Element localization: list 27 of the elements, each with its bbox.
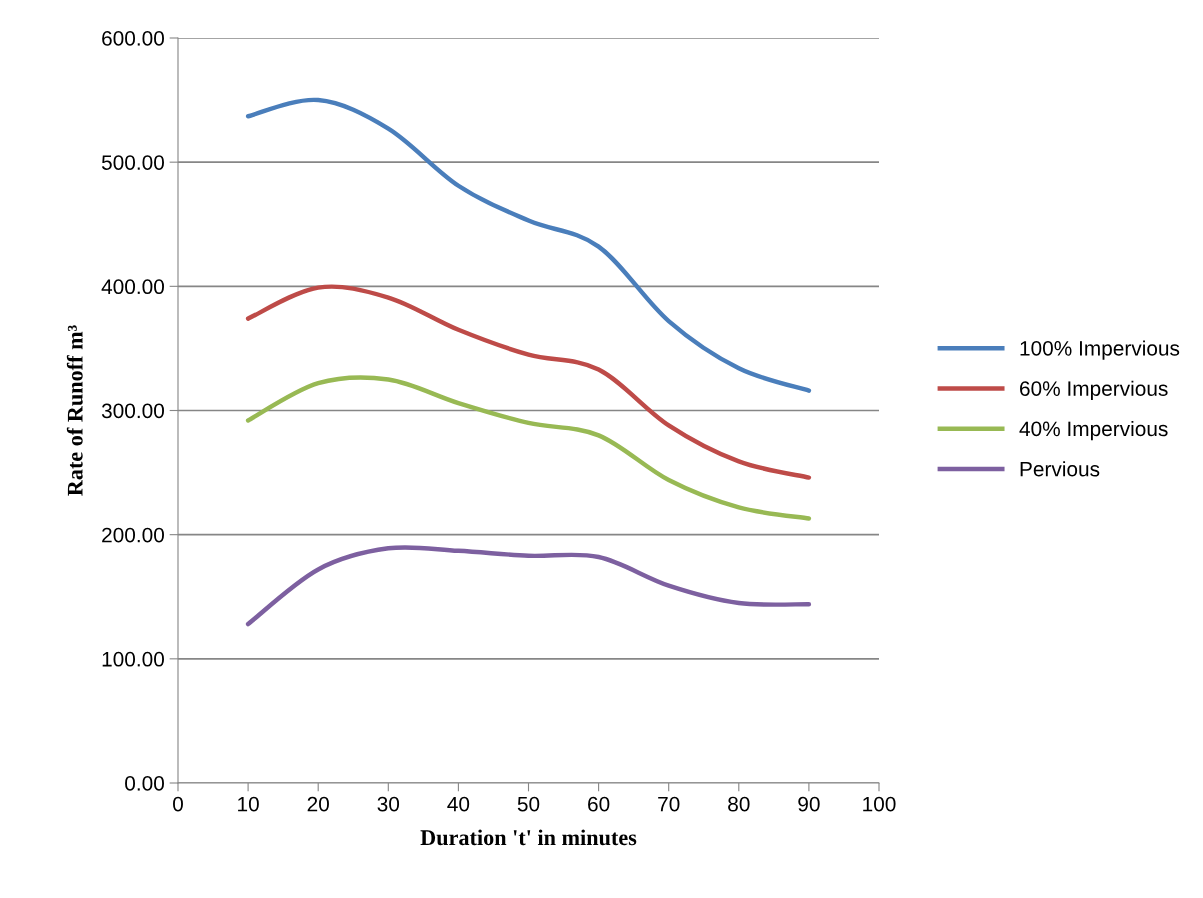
y-tick-label: 200.00	[102, 527, 164, 543]
y-tick-label: 600.00	[102, 31, 164, 46]
y-tick-label: 300.00	[101, 403, 164, 419]
x-axis-title: Duration 't' in minutes	[420, 829, 637, 846]
x-tick-label: 100	[863, 796, 896, 812]
legend-label: 60% Impervious	[1020, 380, 1168, 401]
x-tick-label: 60	[588, 796, 610, 812]
x-tick-label: 50	[517, 796, 540, 812]
line-series	[245, 284, 812, 480]
x-tick-label: 70	[658, 796, 680, 812]
x-tick-label: 40	[447, 796, 470, 812]
legend-label: 40% Impervious	[1019, 420, 1168, 441]
x-tick-label: 30	[377, 796, 400, 812]
legend-label: 100% Impervious	[1020, 340, 1180, 360]
y-tick-label: 500.00	[101, 155, 164, 170]
y-tick-label: 0.00	[125, 776, 164, 791]
y-tick-label: 400.00	[101, 279, 164, 295]
x-tick-label: 10	[238, 796, 259, 812]
legend-label: Pervious	[1020, 461, 1100, 477]
y-tick-label: 100.00	[102, 651, 164, 667]
x-tick-label: 20	[307, 796, 329, 812]
y-axis-title: Rate of Runoff m³	[66, 325, 83, 496]
x-tick-label: 0	[173, 796, 183, 812]
line-series	[245, 97, 812, 393]
x-tick-label: 80	[728, 796, 750, 812]
x-tick-label: 90	[798, 796, 820, 812]
line-series	[245, 545, 812, 627]
